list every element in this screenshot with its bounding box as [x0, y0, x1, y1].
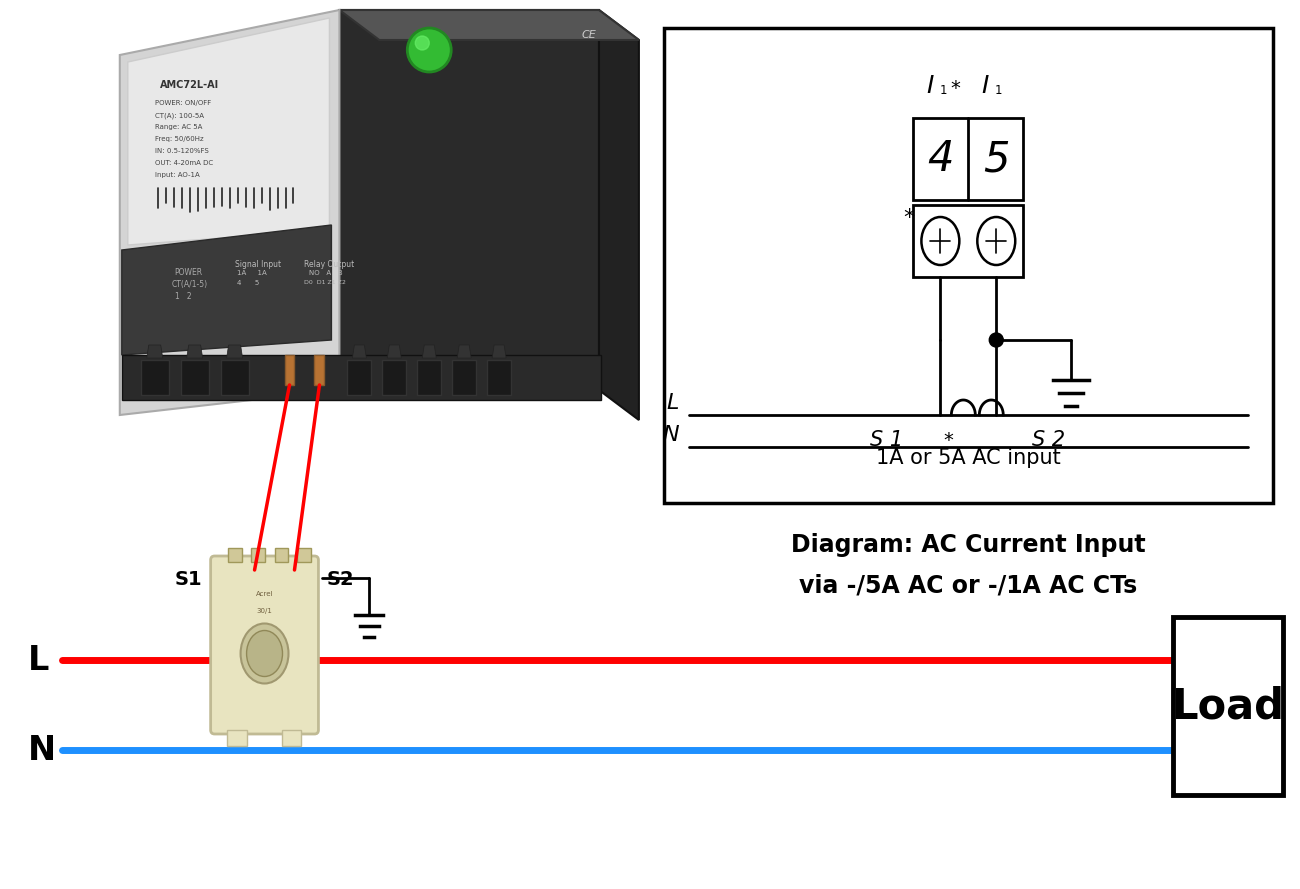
Polygon shape	[147, 345, 162, 358]
Polygon shape	[422, 345, 437, 358]
Text: IN: 0.5-120%FS: IN: 0.5-120%FS	[155, 148, 208, 154]
Text: *: *	[944, 430, 953, 450]
Bar	[664, 28, 1273, 503]
Text: AMC72L-AI: AMC72L-AI	[160, 80, 218, 90]
Bar	[298, 548, 312, 562]
Text: N: N	[662, 425, 679, 445]
Bar	[274, 548, 289, 562]
Text: L: L	[29, 644, 49, 677]
Text: $_1$: $_1$	[994, 79, 1002, 97]
Polygon shape	[458, 345, 471, 358]
Text: CE: CE	[581, 30, 597, 40]
Text: CT(A/1-5): CT(A/1-5)	[172, 280, 208, 289]
Bar	[347, 360, 372, 395]
Polygon shape	[599, 10, 638, 420]
Text: *: *	[902, 208, 914, 228]
Text: S 1: S 1	[870, 430, 903, 450]
Bar	[226, 730, 247, 746]
Polygon shape	[339, 10, 638, 40]
Text: 30/1: 30/1	[256, 608, 273, 614]
Text: I: I	[927, 74, 935, 98]
Text: S1: S1	[176, 570, 203, 589]
Bar	[227, 548, 242, 562]
Text: Freq: 50/60Hz: Freq: 50/60Hz	[155, 136, 203, 142]
Text: 1A     1A: 1A 1A	[237, 270, 266, 276]
Polygon shape	[127, 18, 329, 245]
Text: Relay Output: Relay Output	[304, 260, 355, 269]
Bar	[382, 360, 407, 395]
Bar	[181, 360, 208, 395]
Text: CT(A): 100-5A: CT(A): 100-5A	[155, 112, 204, 118]
Text: Input: AO-1A: Input: AO-1A	[155, 172, 199, 178]
Bar	[488, 360, 511, 395]
FancyBboxPatch shape	[211, 556, 318, 734]
Bar	[285, 355, 295, 385]
Text: Range: AC 5A: Range: AC 5A	[155, 124, 202, 130]
Text: 4: 4	[927, 138, 954, 180]
Text: 1   2: 1 2	[174, 292, 191, 301]
Text: 5: 5	[983, 138, 1010, 180]
Text: N: N	[29, 733, 56, 766]
Ellipse shape	[240, 623, 289, 684]
Bar	[221, 360, 248, 395]
Text: 4      5: 4 5	[237, 280, 259, 286]
Circle shape	[415, 36, 429, 50]
Text: D0  D1 Z1 Z2: D0 D1 Z1 Z2	[304, 280, 346, 285]
Text: Diagram: AC Current Input: Diagram: AC Current Input	[790, 533, 1145, 557]
Bar	[914, 205, 1023, 277]
Ellipse shape	[247, 630, 282, 677]
Bar	[452, 360, 476, 395]
Ellipse shape	[922, 217, 959, 265]
Polygon shape	[352, 345, 367, 358]
Text: OUT: 4-20mA DC: OUT: 4-20mA DC	[155, 160, 213, 166]
Bar	[417, 360, 441, 395]
Bar	[914, 118, 1023, 200]
Polygon shape	[493, 345, 506, 358]
Text: Acrel: Acrel	[256, 591, 273, 597]
Circle shape	[407, 28, 451, 72]
Text: I: I	[982, 74, 989, 98]
Text: Signal Input: Signal Input	[234, 260, 281, 269]
Bar	[1173, 617, 1283, 795]
Text: $_1$: $_1$	[939, 79, 948, 97]
Polygon shape	[226, 345, 243, 358]
Text: 1A or 5A AC input: 1A or 5A AC input	[876, 448, 1061, 468]
Bar	[282, 730, 302, 746]
Polygon shape	[120, 10, 339, 415]
Polygon shape	[122, 225, 332, 355]
Bar	[315, 355, 325, 385]
Polygon shape	[187, 345, 203, 358]
Text: NO   A   B: NO A B	[309, 270, 343, 276]
Bar	[251, 548, 264, 562]
Text: *: *	[950, 78, 961, 98]
Text: via -/5A AC or -/1A AC CTs: via -/5A AC or -/1A AC CTs	[800, 573, 1138, 597]
Bar	[122, 355, 601, 400]
Text: L: L	[667, 393, 679, 413]
Bar	[140, 360, 169, 395]
Ellipse shape	[978, 217, 1015, 265]
Text: POWER: ON/OFF: POWER: ON/OFF	[155, 100, 211, 106]
Polygon shape	[339, 10, 599, 390]
Circle shape	[989, 333, 1004, 347]
Polygon shape	[387, 345, 402, 358]
Text: POWER: POWER	[174, 268, 203, 277]
Text: S 2: S 2	[1032, 430, 1065, 450]
Text: Load: Load	[1171, 685, 1284, 727]
Text: S2: S2	[326, 570, 354, 589]
